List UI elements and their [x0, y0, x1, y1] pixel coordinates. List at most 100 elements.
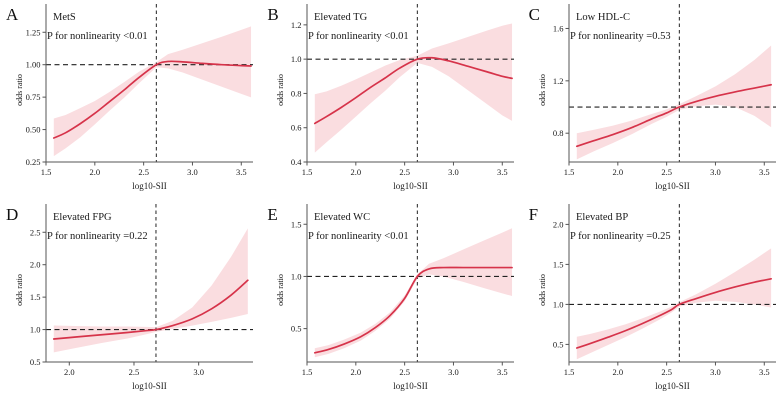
y-tick-label: 1.0 — [291, 271, 302, 281]
y-tick-label: 0.6 — [291, 123, 302, 133]
panel-title: Elevated FPG — [53, 212, 112, 223]
panel-letter-a: A — [6, 5, 19, 24]
p-nonlinearity-label: P for nonlinearity =0.53 — [570, 31, 671, 42]
x-tick-label: 1.5 — [41, 167, 52, 177]
x-axis-title: log10-SII — [394, 381, 429, 391]
x-tick-label: 2.0 — [351, 167, 362, 177]
spline-curve — [575, 277, 772, 349]
x-tick-label: 2.5 — [129, 367, 140, 377]
x-tick-label: 3.0 — [710, 167, 721, 177]
y-tick-label: 0.5 — [291, 324, 302, 334]
x-tick-label: 2.5 — [400, 367, 411, 377]
y-tick-label: 1.2 — [553, 76, 564, 86]
p-nonlinearity-label: P for nonlinearity =0.25 — [570, 231, 671, 242]
p-nonlinearity-label: P for nonlinearity <0.01 — [47, 31, 148, 42]
y-tick-label: 0.4 — [291, 157, 302, 167]
y-tick-label: 1.6 — [553, 23, 564, 33]
plot-c: 1.5 2.0 2.5 3.0 3.5 0.8 1.2 1.6 log10-SII odds ra… — [538, 4, 776, 191]
x-axis-title: log10-SII — [655, 181, 690, 191]
x-tick-label: 3.5 — [236, 167, 247, 177]
x-tick-label: 3.0 — [193, 367, 204, 377]
y-tick-label: 1.5 — [30, 292, 41, 302]
y-tick-label: 1.0 — [291, 54, 302, 64]
x-tick-label: 2.5 — [400, 167, 411, 177]
x-tick-label: 3.0 — [710, 367, 721, 377]
panel-letter-d: D — [6, 205, 19, 224]
x-tick-label: 3.5 — [497, 367, 508, 377]
plot-a: 1.5 2.0 2.5 3.0 3.5 0.25 0.50 0.75 1.00 1.25 log10… — [15, 4, 253, 191]
x-tick-label: 1.5 — [302, 367, 313, 377]
x-tick-label: 3.0 — [448, 367, 459, 377]
confidence-band — [576, 248, 771, 360]
y-tick-label: 1.2 — [291, 20, 302, 30]
y-tick-label: 1.5 — [291, 219, 302, 229]
x-tick-label: 1.5 — [563, 167, 574, 177]
panel-d: D 2.0 2.5 3.0 0.5 1.0 1.5 2.0 2.5 log10-SII odds r… — [0, 200, 261, 400]
y-tick-label: 0.8 — [553, 128, 564, 138]
plot-d: 2.0 2.5 3.0 0.5 1.0 1.5 2.0 2.5 log10-SII odds ra… — [15, 204, 253, 391]
y-tick-label: 1.25 — [26, 27, 41, 37]
x-tick-label: 3.5 — [497, 167, 508, 177]
panel-title: Elevated WC — [314, 212, 370, 223]
panel-b: B 1.5 2.0 2.5 3.0 3.5 0.4 0.6 0.8 1.0 1.2 log10-SII… — [261, 0, 522, 200]
x-axis-title: log10-SII — [132, 181, 167, 191]
y-tick-label: 1.5 — [553, 259, 564, 269]
p-nonlinearity-label: P for nonlinearity =0.22 — [47, 231, 148, 242]
panel-title: Elevated BP — [576, 212, 628, 223]
y-tick-label: 1.00 — [26, 60, 41, 70]
panel-title: Low HDL-C — [576, 12, 630, 23]
x-tick-label: 2.5 — [661, 167, 672, 177]
x-tick-label: 2.5 — [138, 167, 149, 177]
plot-b: 1.5 2.0 2.5 3.0 3.5 0.4 0.6 0.8 1.0 1.2 log10-SII o… — [276, 4, 515, 191]
x-tick-label: 2.0 — [90, 167, 101, 177]
plot-f: 1.5 2.0 2.5 3.0 3.5 0.5 1.0 1.5 2.0 log10-SII odds… — [538, 204, 776, 391]
x-tick-label: 2.5 — [661, 367, 672, 377]
panel-c: C 1.5 2.0 2.5 3.0 3.5 0.8 1.2 1.6 log10-SII odds r… — [523, 0, 784, 200]
y-axis-title: odds ratio — [276, 274, 285, 306]
x-tick-label: 2.0 — [351, 367, 362, 377]
spline-curve — [52, 279, 249, 340]
panel-f: F 1.5 2.0 2.5 3.0 3.5 0.5 1.0 1.5 2.0 log10-SII odd… — [523, 200, 784, 400]
x-tick-label: 3.0 — [187, 167, 198, 177]
confidence-band — [315, 228, 513, 358]
x-tick-label: 3.5 — [759, 167, 770, 177]
panel-letter-b: B — [267, 5, 279, 24]
y-tick-label: 2.0 — [553, 219, 564, 229]
x-tick-label: 1.5 — [302, 167, 313, 177]
spline-curve — [575, 83, 772, 148]
y-axis-title: odds ratio — [538, 74, 547, 106]
y-tick-label: 0.75 — [26, 92, 41, 102]
x-tick-label: 2.0 — [612, 367, 623, 377]
panel-title: Elevated TG — [314, 12, 368, 23]
y-axis-title: odds ratio — [15, 274, 24, 306]
p-nonlinearity-label: P for nonlinearity <0.01 — [308, 31, 409, 42]
y-tick-label: 0.8 — [291, 88, 302, 98]
y-tick-label: 1.0 — [30, 325, 41, 335]
x-tick-label: 2.0 — [64, 367, 75, 377]
y-tick-label: 2.0 — [30, 260, 41, 270]
x-tick-label: 3.5 — [759, 367, 770, 377]
panel-letter-e: E — [267, 205, 278, 224]
x-tick-label: 1.5 — [563, 367, 574, 377]
panel-letter-c: C — [528, 5, 540, 24]
plot-e: 1.5 2.0 2.5 3.0 3.5 0.5 1.0 1.5 log10-SII odds ra… — [276, 204, 515, 391]
x-axis-title: log10-SII — [394, 181, 429, 191]
panel-a: A 1.5 2.0 2.5 3.0 3.5 0.25 0.50 0.75 1.00 1.25 log1… — [0, 0, 261, 200]
confidence-band — [576, 45, 771, 160]
y-axis-title: odds ratio — [538, 274, 547, 306]
y-axis-title: odds ratio — [276, 74, 285, 106]
confidence-band — [53, 26, 252, 157]
y-tick-label: 1.0 — [553, 299, 564, 309]
x-tick-label: 2.0 — [612, 167, 623, 177]
panel-letter-f: F — [528, 205, 539, 224]
confidence-band — [315, 23, 513, 153]
y-tick-label: 0.5 — [553, 339, 564, 349]
spline-curve — [314, 266, 514, 354]
y-tick-label: 0.25 — [26, 157, 41, 167]
y-tick-label: 0.5 — [30, 357, 41, 367]
panel-title: MetS — [53, 12, 76, 23]
spline-curve — [314, 56, 514, 125]
y-axis-title: odds ratio — [15, 74, 24, 106]
confidence-band — [53, 228, 248, 353]
